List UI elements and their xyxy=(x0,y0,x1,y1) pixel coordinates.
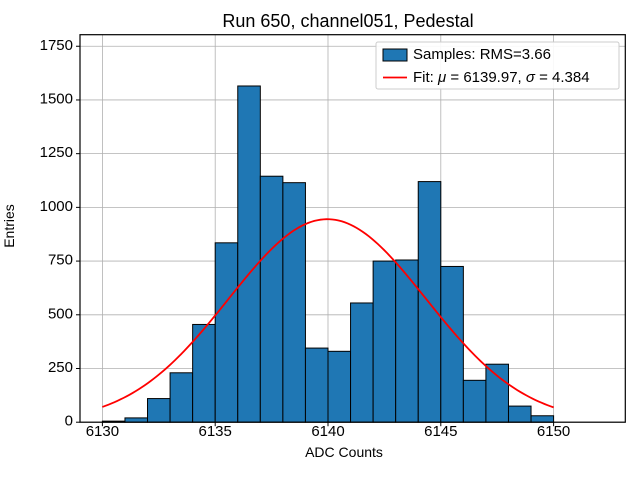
svg-text:Run 650, channel051, Pedestal: Run 650, channel051, Pedestal xyxy=(222,11,473,31)
svg-text:750: 750 xyxy=(48,252,73,269)
svg-text:Samples: RMS=3.66: Samples: RMS=3.66 xyxy=(413,46,551,63)
svg-text:0: 0 xyxy=(65,413,73,430)
svg-text:6140: 6140 xyxy=(311,423,344,440)
svg-text:6130: 6130 xyxy=(86,423,119,440)
svg-text:1000: 1000 xyxy=(40,198,73,215)
svg-text:Fit: μ = 6139.97, σ = 4.384: Fit: μ = 6139.97, σ = 4.384 xyxy=(413,69,590,86)
svg-text:6135: 6135 xyxy=(199,423,232,440)
svg-text:250: 250 xyxy=(48,359,73,376)
svg-text:Entries: Entries xyxy=(1,204,17,248)
svg-text:6145: 6145 xyxy=(424,423,457,440)
svg-text:6150: 6150 xyxy=(537,423,570,440)
svg-text:1750: 1750 xyxy=(40,37,73,54)
svg-text:1250: 1250 xyxy=(40,144,73,161)
svg-text:ADC Counts: ADC Counts xyxy=(305,444,383,460)
svg-text:500: 500 xyxy=(48,305,73,322)
svg-text:1500: 1500 xyxy=(40,90,73,107)
